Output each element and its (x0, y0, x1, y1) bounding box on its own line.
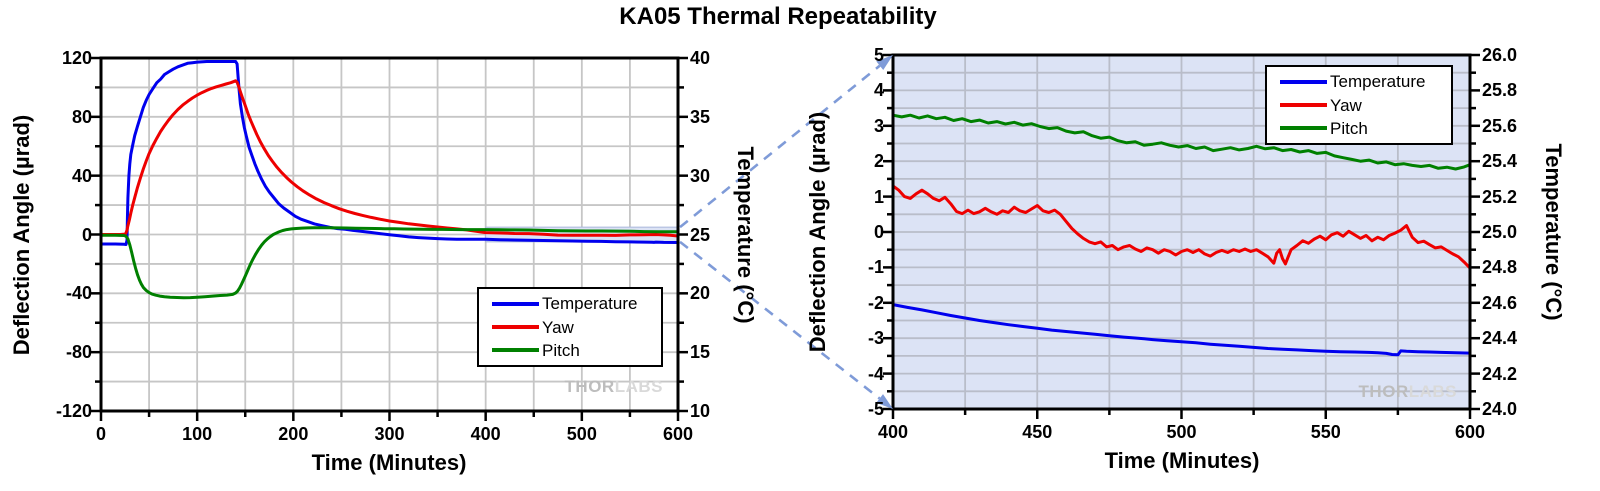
y-right-tick-label: 30 (690, 165, 711, 186)
right-plot-x-axis-label: Time (Minutes) (1104, 448, 1260, 473)
legend-item-yaw: Yaw (479, 319, 661, 336)
y-left-tick-label: 4 (873, 80, 884, 101)
y-right-tick-label: 24.8 (1482, 257, 1518, 278)
legend-item-temperature: Temperature (1267, 73, 1451, 90)
legend-line-sample (492, 348, 539, 353)
y-right-tick-label: 25.0 (1482, 222, 1518, 242)
legend-item-yaw: Yaw (1267, 97, 1451, 114)
y-left-tick-label: 3 (873, 115, 884, 136)
y-left-tick-label: -80 (65, 342, 92, 363)
x-tick-label: 0 (95, 424, 106, 444)
legend-label: Pitch (1330, 118, 1368, 138)
x-tick-label: 200 (278, 424, 309, 444)
thorlabs-watermark-labs: LABS (1408, 382, 1457, 401)
right-plot (883, 53, 1480, 419)
y-right-tick-label: 24.4 (1482, 328, 1518, 349)
y-right-tick-label: 24.2 (1482, 363, 1518, 384)
y-left-tick-label: -2 (867, 292, 884, 313)
legend-item-pitch: Pitch (1267, 120, 1451, 137)
legend-label: Yaw (542, 317, 574, 337)
y-left-tick-label: -3 (867, 328, 884, 349)
left-plot-legend: Temperature Yaw Pitch (477, 287, 663, 367)
plot-border (99, 56, 680, 413)
y-right-tick-label: 40 (690, 48, 711, 68)
zoom-arrow-line (679, 240, 881, 400)
legend-line-sample (1280, 103, 1327, 107)
y-right-tick-label: 24.6 (1482, 292, 1518, 313)
y-right-tick-label: 25.6 (1482, 115, 1518, 136)
legend-label: Pitch (542, 340, 580, 360)
x-tick-label: 300 (374, 424, 405, 444)
legend-line-sample (492, 325, 539, 329)
y-right-tick-label: 24.0 (1482, 399, 1518, 419)
thorlabs-watermark-thor: THOR (1358, 382, 1409, 401)
left-plot-x-axis-label: Time (Minutes) (311, 450, 467, 475)
legend-label: Yaw (1330, 95, 1362, 115)
series-line-pitch (892, 113, 1471, 171)
legend-line-sample (1280, 126, 1327, 131)
y-left-tick-label: -4 (867, 363, 884, 384)
legend-line-sample (492, 301, 539, 306)
y-right-tick-label: 25.4 (1482, 151, 1518, 172)
series-line-yaw (892, 184, 1471, 270)
y-right-tick-label: 25.2 (1482, 186, 1518, 207)
y-right-tick-label: 25.8 (1482, 80, 1518, 101)
y-left-tick-label: 5 (873, 45, 884, 65)
series-line-temperature (892, 303, 1471, 357)
x-tick-label: 400 (877, 422, 909, 442)
x-tick-label: 500 (566, 424, 597, 444)
zoom-arrow-line (679, 64, 881, 229)
zoom-arrow-head (876, 394, 893, 409)
y-left-tick-label: -40 (65, 283, 92, 304)
zoom-connector-arrows (679, 55, 893, 409)
y-left-tick-label: 0 (873, 222, 884, 242)
axis-ticks (91, 56, 688, 421)
y-right-tick-label: 10 (690, 401, 711, 421)
y-left-tick-label: 80 (71, 106, 92, 127)
series-line-temperature (100, 60, 679, 246)
series-line-yaw (100, 79, 679, 238)
thorlabs-watermark: THORLABS (1337, 382, 1457, 402)
legend-line-sample (1280, 79, 1327, 84)
y-right-tick-label: 35 (690, 106, 711, 127)
x-tick-label: 500 (1166, 422, 1197, 442)
x-tick-label: 600 (662, 424, 694, 444)
x-tick-label: 550 (1310, 422, 1341, 442)
legend-item-pitch: Pitch (479, 342, 661, 359)
y-left-tick-label: -1 (867, 257, 884, 278)
x-tick-label: 450 (1022, 422, 1053, 442)
axis-ticks (883, 53, 1480, 419)
y-left-tick-label: -120 (55, 401, 92, 421)
gridlines (893, 55, 1470, 409)
x-tick-label: 400 (470, 424, 501, 444)
right-plot-legend: Temperature Yaw Pitch (1265, 65, 1453, 145)
x-tick-label: 600 (1454, 422, 1486, 442)
thorlabs-watermark: THORLABS (543, 377, 663, 397)
y-right-tick-label: 25 (690, 224, 711, 245)
thorlabs-watermark-labs: LABS (614, 377, 663, 396)
y-right-tick-label: 26.0 (1482, 45, 1518, 65)
y-right-tick-label: 15 (690, 342, 711, 363)
thorlabs-watermark-thor: THOR (564, 377, 615, 396)
legend-label: Temperature (542, 294, 638, 314)
y-left-tick-label: 0 (81, 224, 92, 245)
y-left-tick-label: 2 (873, 151, 884, 172)
legend-label: Temperature (1330, 72, 1426, 92)
legend-item-temperature: Temperature (479, 295, 661, 312)
zoom-arrow-head (876, 55, 893, 70)
series-line-pitch (100, 226, 679, 300)
x-tick-label: 100 (182, 424, 213, 444)
y-left-tick-label: 120 (61, 48, 92, 68)
plot-border (891, 53, 1472, 411)
y-left-tick-label: -5 (867, 399, 884, 419)
series-lines (100, 60, 679, 300)
chart-title: KA05 Thermal Repeatability (619, 3, 937, 30)
y-left-tick-label: 1 (873, 186, 884, 207)
y-left-tick-label: 40 (71, 165, 92, 186)
y-right-tick-label: 20 (690, 283, 711, 304)
series-lines (892, 113, 1471, 357)
